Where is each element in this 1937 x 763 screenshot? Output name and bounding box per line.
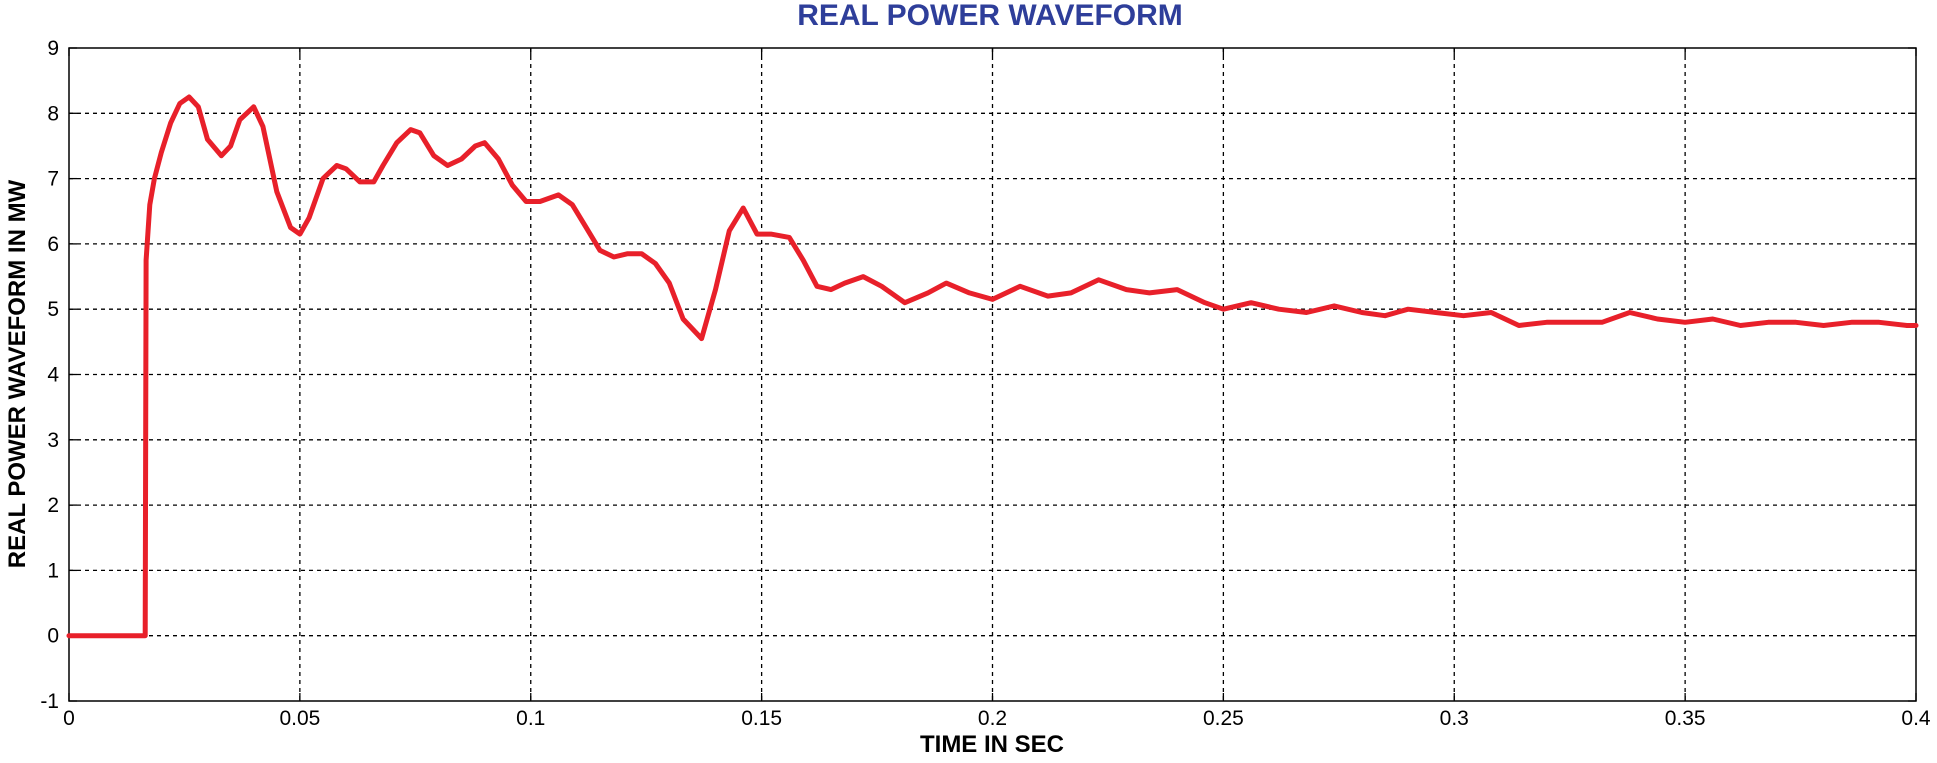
y-axis-label: REAL POWER WAVEFORM IN MW xyxy=(4,179,31,568)
x-axis-label: TIME IN SEC xyxy=(920,731,1064,758)
x-tick-label: 0.35 xyxy=(1665,707,1706,730)
grid-lines xyxy=(69,48,1916,701)
y-tick-label: 6 xyxy=(47,233,59,256)
x-tick-label: 0.1 xyxy=(516,707,545,730)
y-tick-label: 2 xyxy=(47,494,59,517)
y-tick-label: 8 xyxy=(47,102,59,125)
y-tick-label: 5 xyxy=(47,298,59,321)
y-tick-label: 0 xyxy=(47,625,59,648)
series-line-real-power xyxy=(66,94,1919,639)
x-tick-label: 0.05 xyxy=(279,707,320,730)
y-tick-label: 4 xyxy=(47,364,59,387)
y-tick-label: 7 xyxy=(47,168,59,191)
series-layer xyxy=(66,94,1919,639)
x-tick-label: 0.25 xyxy=(1203,707,1244,730)
x-tick-label: 0.3 xyxy=(1440,707,1469,730)
y-tick-label: 9 xyxy=(47,37,59,60)
x-tick-label: 0.2 xyxy=(978,707,1007,730)
y-tick-label: 1 xyxy=(47,559,59,582)
x-tick-label: 0.4 xyxy=(1901,707,1931,730)
chart-title: REAL POWER WAVEFORM xyxy=(797,0,1183,32)
axis-ticks: 0 0.05 0.1 0.15 0.2 0.25 0.3 0.35 0.4-1012345678… xyxy=(40,37,1931,730)
x-tick-label: 0.15 xyxy=(741,707,782,730)
y-tick-label: -1 xyxy=(40,690,59,713)
x-tick-label: 0 xyxy=(63,707,75,730)
y-tick-label: 3 xyxy=(47,429,59,452)
